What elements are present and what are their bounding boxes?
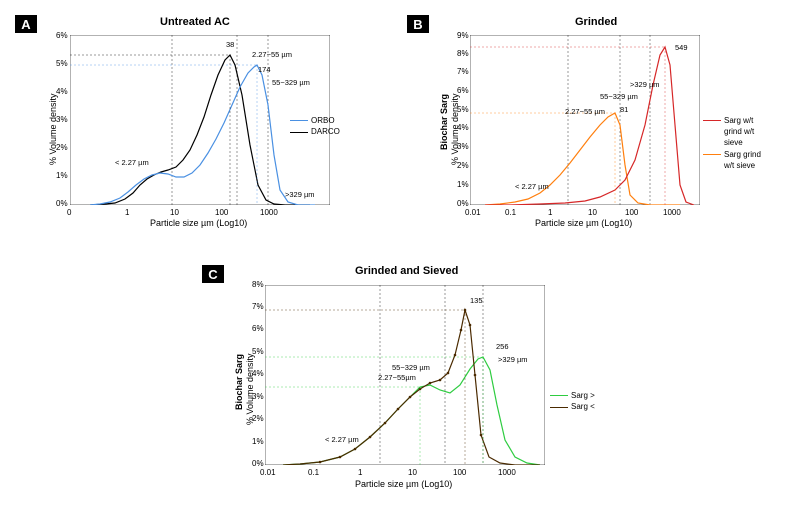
panelC-yt8: 8% — [252, 280, 264, 289]
panelA-xlabel: Particle size µm (Log10) — [150, 218, 247, 228]
panelA-peak-orbo: 174 — [258, 65, 271, 74]
figure-container: A Untreated AC 0% 1% 2% 3% 4% 5% 6% 0 — [10, 10, 781, 503]
legend-or1: Sarg grind — [724, 150, 761, 159]
panelB-ylabel2: % Volume density — [450, 93, 460, 165]
panel-letter-a: A — [15, 15, 37, 33]
panelC-xt2: 1 — [358, 468, 362, 477]
panelA-xt4: 1000 — [260, 208, 278, 217]
panelB-xt3: 10 — [588, 208, 597, 217]
panelB-yt9: 9% — [457, 31, 469, 40]
panelC-xt4: 100 — [453, 468, 466, 477]
legend-or2: w/t sieve — [724, 161, 755, 170]
panelB-yt1: 1% — [457, 180, 469, 189]
panel-b-title: Grinded — [575, 16, 617, 28]
panelB-xt4: 100 — [625, 208, 638, 217]
panelC-ylabel2: % Volume density — [245, 353, 255, 425]
panel-letter-b: B — [407, 15, 429, 33]
legend-red2: grind w/t — [724, 127, 754, 136]
panelB-ann-22755: 2.27−55 µm — [565, 107, 605, 116]
panelC-legend: Sarg > Sarg < — [550, 390, 595, 412]
panelB-ann-gt329: >329 µm — [630, 80, 660, 89]
panelC-xt1: 0.1 — [308, 468, 319, 477]
panelB-ann-lt227: < 2.27 µm — [515, 182, 549, 191]
panel-c-title: Grinded and Sieved — [355, 265, 458, 277]
panelA-peak-darco: 38 — [226, 40, 234, 49]
panelB-yt8: 8% — [457, 49, 469, 58]
panelC-xlabel: Particle size µm (Log10) — [355, 479, 452, 489]
panelC-ann-lt227: < 2.27 µm — [325, 435, 359, 444]
panelC-peak-dark: 135 — [470, 296, 483, 305]
panelB-xlabel: Particle size µm (Log10) — [535, 218, 632, 228]
panel-a: A Untreated AC 0% 1% 2% 3% 4% 5% 6% 0 — [10, 10, 390, 240]
panelB-legend: Sarg w/t grind w/t sieve Sarg grind w/t … — [703, 115, 761, 171]
panelA-ylabel: % Volume density — [48, 93, 58, 165]
panelC-peak-green: 256 — [496, 342, 509, 351]
panelB-xt0: 0.01 — [465, 208, 481, 217]
panelB-xt2: 1 — [548, 208, 552, 217]
panelB-yt7: 7% — [457, 67, 469, 76]
panelA-ann-gt329: >329 µm — [285, 190, 315, 199]
panelA-yt0: 0% — [56, 199, 68, 208]
panelA-yt5: 5% — [56, 59, 68, 68]
panelC-ann-gt329: >329 µm — [498, 355, 528, 364]
panelA-yt6: 6% — [56, 31, 68, 40]
panelC-yt7: 7% — [252, 302, 264, 311]
panelC-xt5: 1000 — [498, 468, 516, 477]
panelA-xt3: 100 — [215, 208, 228, 217]
panelA-yt1: 1% — [56, 171, 68, 180]
panelB-xt1: 0.1 — [505, 208, 516, 217]
panelA-xt1: 1 — [125, 208, 129, 217]
legend-orbo: ORBO — [311, 116, 335, 125]
panel-letter-c: C — [202, 265, 224, 283]
panel-b: B Grinded 0% 1% 2% 3% 4% 5% 6% 7% 8% 9% — [405, 10, 785, 240]
panelC-ann-22755: 2.27−55µm — [378, 373, 416, 382]
legend-green: Sarg > — [571, 391, 595, 400]
legend-red3: sieve — [724, 138, 743, 147]
panelB-ann-55329: 55−329 µm — [600, 92, 638, 101]
panelC-ylabel1: Biochar Sarg — [234, 354, 244, 410]
panel-b-chart — [470, 35, 700, 205]
panelB-ylabel1: Biochar Sarg — [439, 94, 449, 150]
panel-c: C Grinded and Sieved — [200, 260, 620, 500]
panelA-ann-55329: 55−329 µm — [272, 78, 310, 87]
panel-a-title: Untreated AC — [160, 16, 230, 28]
panelA-xt0: 0 — [67, 208, 71, 217]
panelC-yt1: 1% — [252, 437, 264, 446]
panelB-xt5: 1000 — [663, 208, 681, 217]
panelA-xt2: 10 — [170, 208, 179, 217]
panelC-yt0: 0% — [252, 459, 264, 468]
panelB-yt0: 0% — [457, 199, 469, 208]
panelB-peak-orange: 81 — [620, 105, 628, 114]
panelA-legend: ORBO DARCO — [290, 115, 340, 137]
panelA-ann-22755: 2.27−55 µm — [252, 50, 292, 59]
panelB-peak-red: 549 — [675, 43, 688, 52]
panelA-ann-lt227: < 2.27 µm — [115, 158, 149, 167]
panelC-xt0: 0.01 — [260, 468, 276, 477]
panelC-ann-55329: 55−329 µm — [392, 363, 430, 372]
panelC-yt6: 6% — [252, 324, 264, 333]
legend-red1: Sarg w/t — [724, 116, 753, 125]
legend-darco: DARCO — [311, 127, 340, 136]
panelC-xt3: 10 — [408, 468, 417, 477]
legend-dark: Sarg < — [571, 402, 595, 411]
